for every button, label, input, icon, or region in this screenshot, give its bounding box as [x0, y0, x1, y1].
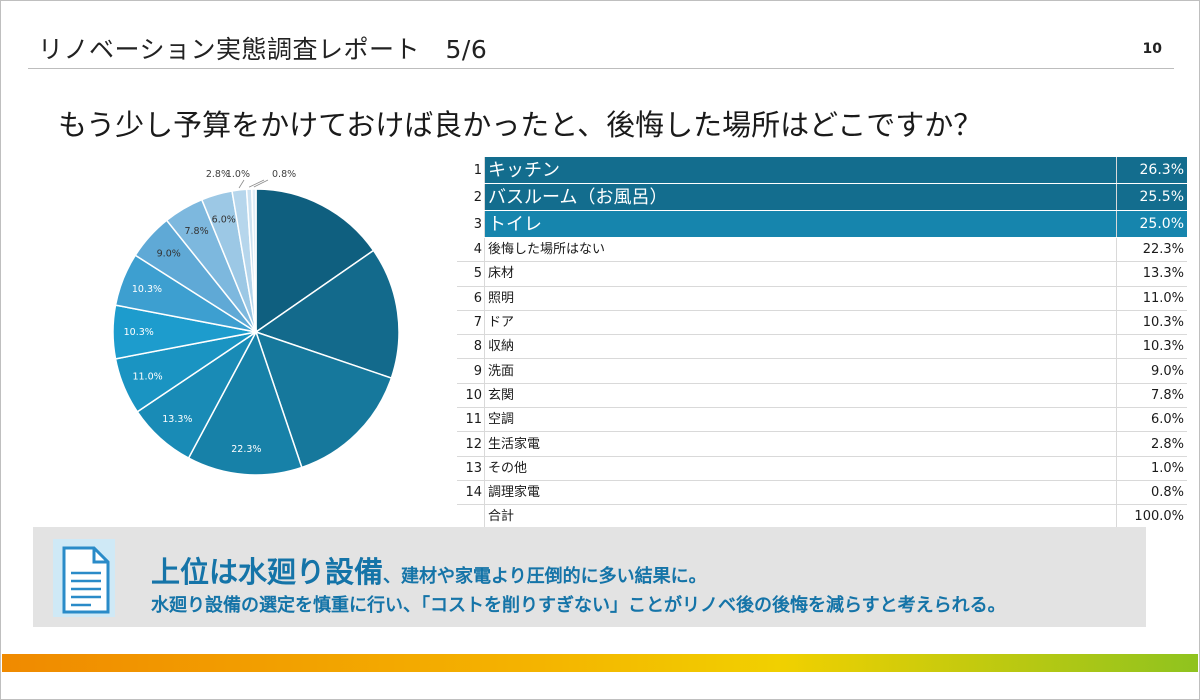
- pie-slice-label: 22.3%: [231, 444, 261, 455]
- pie-slice-label: 1.0%: [226, 169, 250, 180]
- pie-slice-label: 7.8%: [184, 226, 208, 237]
- pie-slice-label: 6.0%: [212, 214, 236, 225]
- pie-slice-label: 0.8%: [272, 169, 296, 180]
- table-row: 6 照明 11.0%: [457, 286, 1187, 311]
- table-row: 12 生活家電 2.8%: [457, 431, 1187, 457]
- banner-headline-suffix: 、建材や家電より圧倒的に多い結果に。: [383, 566, 707, 587]
- pie-slice: [254, 330, 393, 469]
- percent-cell: 0.8%: [1116, 480, 1187, 506]
- table-row: 5 床材 13.3%: [457, 261, 1187, 287]
- rank-cell: 7: [457, 310, 485, 336]
- item-name-cell: 収納: [484, 334, 1117, 360]
- rank-cell: 4: [457, 237, 485, 263]
- rank-cell: 13: [457, 456, 485, 481]
- percent-cell: 10.3%: [1116, 310, 1187, 336]
- percent-cell: 11.0%: [1116, 286, 1187, 311]
- percent-cell: 13.3%: [1116, 261, 1187, 287]
- table-row: 1 キッチン 26.3%: [457, 157, 1187, 184]
- rank-cell: 6: [457, 286, 485, 311]
- rank-cell: [457, 504, 485, 529]
- total-label-cell: 合計: [488, 509, 515, 525]
- item-name-cell: キッチン: [484, 157, 1117, 184]
- item-name-cell: 洗面: [484, 358, 1117, 384]
- banner-headline-main: 上位は水廻り設備: [151, 555, 384, 589]
- percent-cell: 25.0%: [1116, 210, 1187, 238]
- rank-cell: 14: [457, 480, 485, 506]
- rank-cell: 12: [457, 431, 485, 457]
- table-row: 14 調理家電 0.8%: [457, 480, 1187, 506]
- total-percent-cell: 100.0%: [1116, 504, 1187, 529]
- pie-leader-line: [248, 179, 265, 188]
- item-name-cell: ドア: [484, 310, 1117, 336]
- table-row: 11 空調 6.0%: [457, 407, 1187, 433]
- item-name-cell: トイレ: [484, 210, 1117, 238]
- pie-leader-line: [238, 179, 245, 189]
- pie-chart: 22.3% 13.3% 11.0% 10.3% 10.3% 9.0% 7.8% 6.0% 2.8…: [112, 169, 400, 476]
- percent-cell: 10.3%: [1116, 334, 1187, 360]
- percent-cell: 22.3%: [1116, 237, 1187, 263]
- rank-cell: 2: [457, 183, 485, 211]
- pie-leader-line: [253, 179, 269, 188]
- rank-cell: 9: [457, 358, 485, 384]
- item-name-cell: 生活家電: [484, 431, 1117, 457]
- pie-slice-label: 10.3%: [124, 327, 154, 338]
- rank-cell: 3: [457, 210, 485, 238]
- document-icon: [62, 546, 110, 614]
- banner-conclusion: 水廻り設備の選定を慎重に行い、「コストを削りすぎない」ことがリノベ後の後悔を減ら…: [151, 595, 1006, 616]
- item-name-cell: 後悔した場所はない: [484, 237, 1117, 263]
- table-row: 7 ドア 10.3%: [457, 310, 1187, 336]
- table-row: 2 バスルーム（お風呂） 25.5%: [457, 183, 1187, 211]
- table-row: 3 トイレ 25.0%: [457, 210, 1187, 238]
- rank-cell: 11: [457, 407, 485, 433]
- summary-banner: 上位は水廻り設備、建材や家電より圧倒的に多い結果に。 水廻り設備の選定を慎重に行…: [33, 527, 1146, 627]
- percent-cell: 7.8%: [1116, 383, 1187, 409]
- footer-gradient-bar: [2, 654, 1198, 672]
- percent-cell: 9.0%: [1116, 358, 1187, 384]
- pie-slice: [187, 330, 303, 476]
- item-name-cell: その他: [484, 456, 1117, 481]
- pie-slice: [255, 188, 375, 334]
- percent-cell: 1.0%: [1116, 456, 1187, 481]
- table-row: 10 玄関 7.8%: [457, 383, 1187, 409]
- percent-cell: 26.3%: [1116, 157, 1187, 184]
- item-name-cell: 照明: [484, 286, 1117, 311]
- item-name-cell: 玄関: [484, 383, 1117, 409]
- pie-slice-label: 10.3%: [132, 284, 162, 295]
- banner-headline: 上位は水廻り設備、建材や家電より圧倒的に多い結果に。: [151, 549, 707, 591]
- pie-slice-label: 9.0%: [157, 249, 181, 260]
- rank-cell: 10: [457, 383, 485, 409]
- page-title: リノベーション実態調査レポート 5/6: [38, 35, 488, 64]
- page-number: 10: [1142, 41, 1162, 57]
- rank-cell: 5: [457, 261, 485, 287]
- percent-cell: 6.0%: [1116, 407, 1187, 433]
- pie-slice: [254, 249, 400, 380]
- pie-slice-label: 13.3%: [162, 414, 192, 425]
- rank-cell: 8: [457, 334, 485, 360]
- pie-slice-label: 11.0%: [132, 372, 162, 383]
- rank-cell: 1: [457, 157, 485, 184]
- item-name-cell: 調理家電: [484, 480, 1117, 506]
- table-row: 13 その他 1.0%: [457, 456, 1187, 481]
- percent-cell: 2.8%: [1116, 431, 1187, 457]
- table-total-row: 合計 100.0%: [457, 504, 1187, 529]
- table-row: 9 洗面 9.0%: [457, 358, 1187, 384]
- item-name-cell: 空調: [484, 407, 1117, 433]
- table-row: 8 収納 10.3%: [457, 334, 1187, 360]
- table-row: 4 後悔した場所はない 22.3%: [457, 237, 1187, 263]
- item-name-cell: 床材: [484, 261, 1117, 287]
- survey-question: もう少し予算をかけておけば良かったと、後悔した場所はどこですか？: [58, 108, 983, 142]
- header-divider: [28, 68, 1174, 69]
- pie-slice-label: 2.8%: [206, 169, 230, 180]
- item-name-cell: バスルーム（お風呂）: [484, 183, 1117, 211]
- ranking-table: 1 キッチン 26.3% 2 バスルーム（お風呂） 25.5% 3 トイレ 25.0% 4 後悔した…: [457, 157, 1187, 529]
- percent-cell: 25.5%: [1116, 183, 1187, 211]
- pie-slice: [251, 188, 257, 333]
